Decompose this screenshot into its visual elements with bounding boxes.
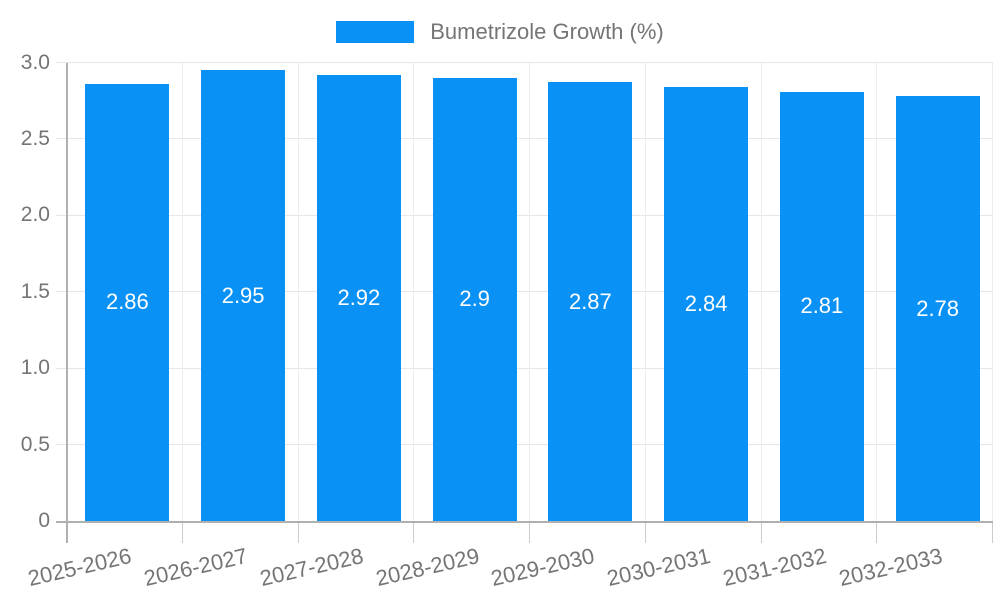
h-gridline [55, 291, 993, 293]
y-tick-label: 3.0 [20, 50, 50, 74]
bar [779, 91, 864, 521]
h-gridline [55, 214, 993, 216]
y-axis-line [65, 62, 68, 543]
y-tick-label: 0.5 [20, 432, 50, 456]
y-tick-label: 2.0 [20, 203, 50, 227]
legend-swatch [336, 21, 415, 43]
bar-value-label: 2.9 [459, 286, 490, 312]
v-gridline [992, 62, 993, 521]
x-tick-mark [876, 523, 878, 543]
v-gridline [297, 62, 299, 521]
h-gridline [55, 367, 993, 369]
bar [895, 96, 980, 521]
x-tick-mark [181, 523, 183, 543]
y-tick-label: 1.5 [20, 279, 50, 303]
bar [664, 86, 749, 521]
bar-value-label: 2.84 [684, 290, 728, 316]
bar-value-label: 2.95 [221, 282, 265, 308]
h-gridline [55, 444, 993, 446]
bar [201, 70, 286, 521]
legend: Bumetrizole Growth (%) [0, 17, 1000, 47]
v-gridline [413, 62, 415, 521]
bar-value-label: 2.92 [337, 284, 381, 310]
x-tick-mark [529, 523, 530, 543]
legend-label: Bumetrizole Growth (%) [430, 19, 664, 44]
x-tick-mark [297, 523, 299, 543]
h-gridline [55, 138, 993, 140]
bar [85, 83, 170, 521]
x-tick-mark [644, 523, 646, 543]
v-gridline [644, 62, 646, 521]
v-gridline [876, 62, 878, 521]
bar-value-label: 2.78 [916, 295, 960, 321]
x-tick-mark [992, 523, 993, 543]
v-gridline [181, 62, 183, 521]
bar [548, 82, 633, 521]
y-tick-label: 0 [38, 509, 50, 532]
y-tick-label: 2.5 [20, 126, 50, 150]
x-tick-mark [760, 523, 762, 543]
y-tick-label: 1.0 [20, 356, 50, 380]
v-gridline [529, 62, 530, 521]
x-axis-line [55, 521, 993, 523]
bar [432, 77, 517, 521]
h-gridline [55, 62, 993, 63]
bar-value-label: 2.86 [105, 289, 149, 315]
bar-value-label: 2.87 [568, 288, 612, 314]
bar [316, 74, 401, 521]
x-tick-mark [413, 523, 415, 543]
bar-value-label: 2.81 [800, 293, 844, 319]
v-gridline [760, 62, 762, 521]
